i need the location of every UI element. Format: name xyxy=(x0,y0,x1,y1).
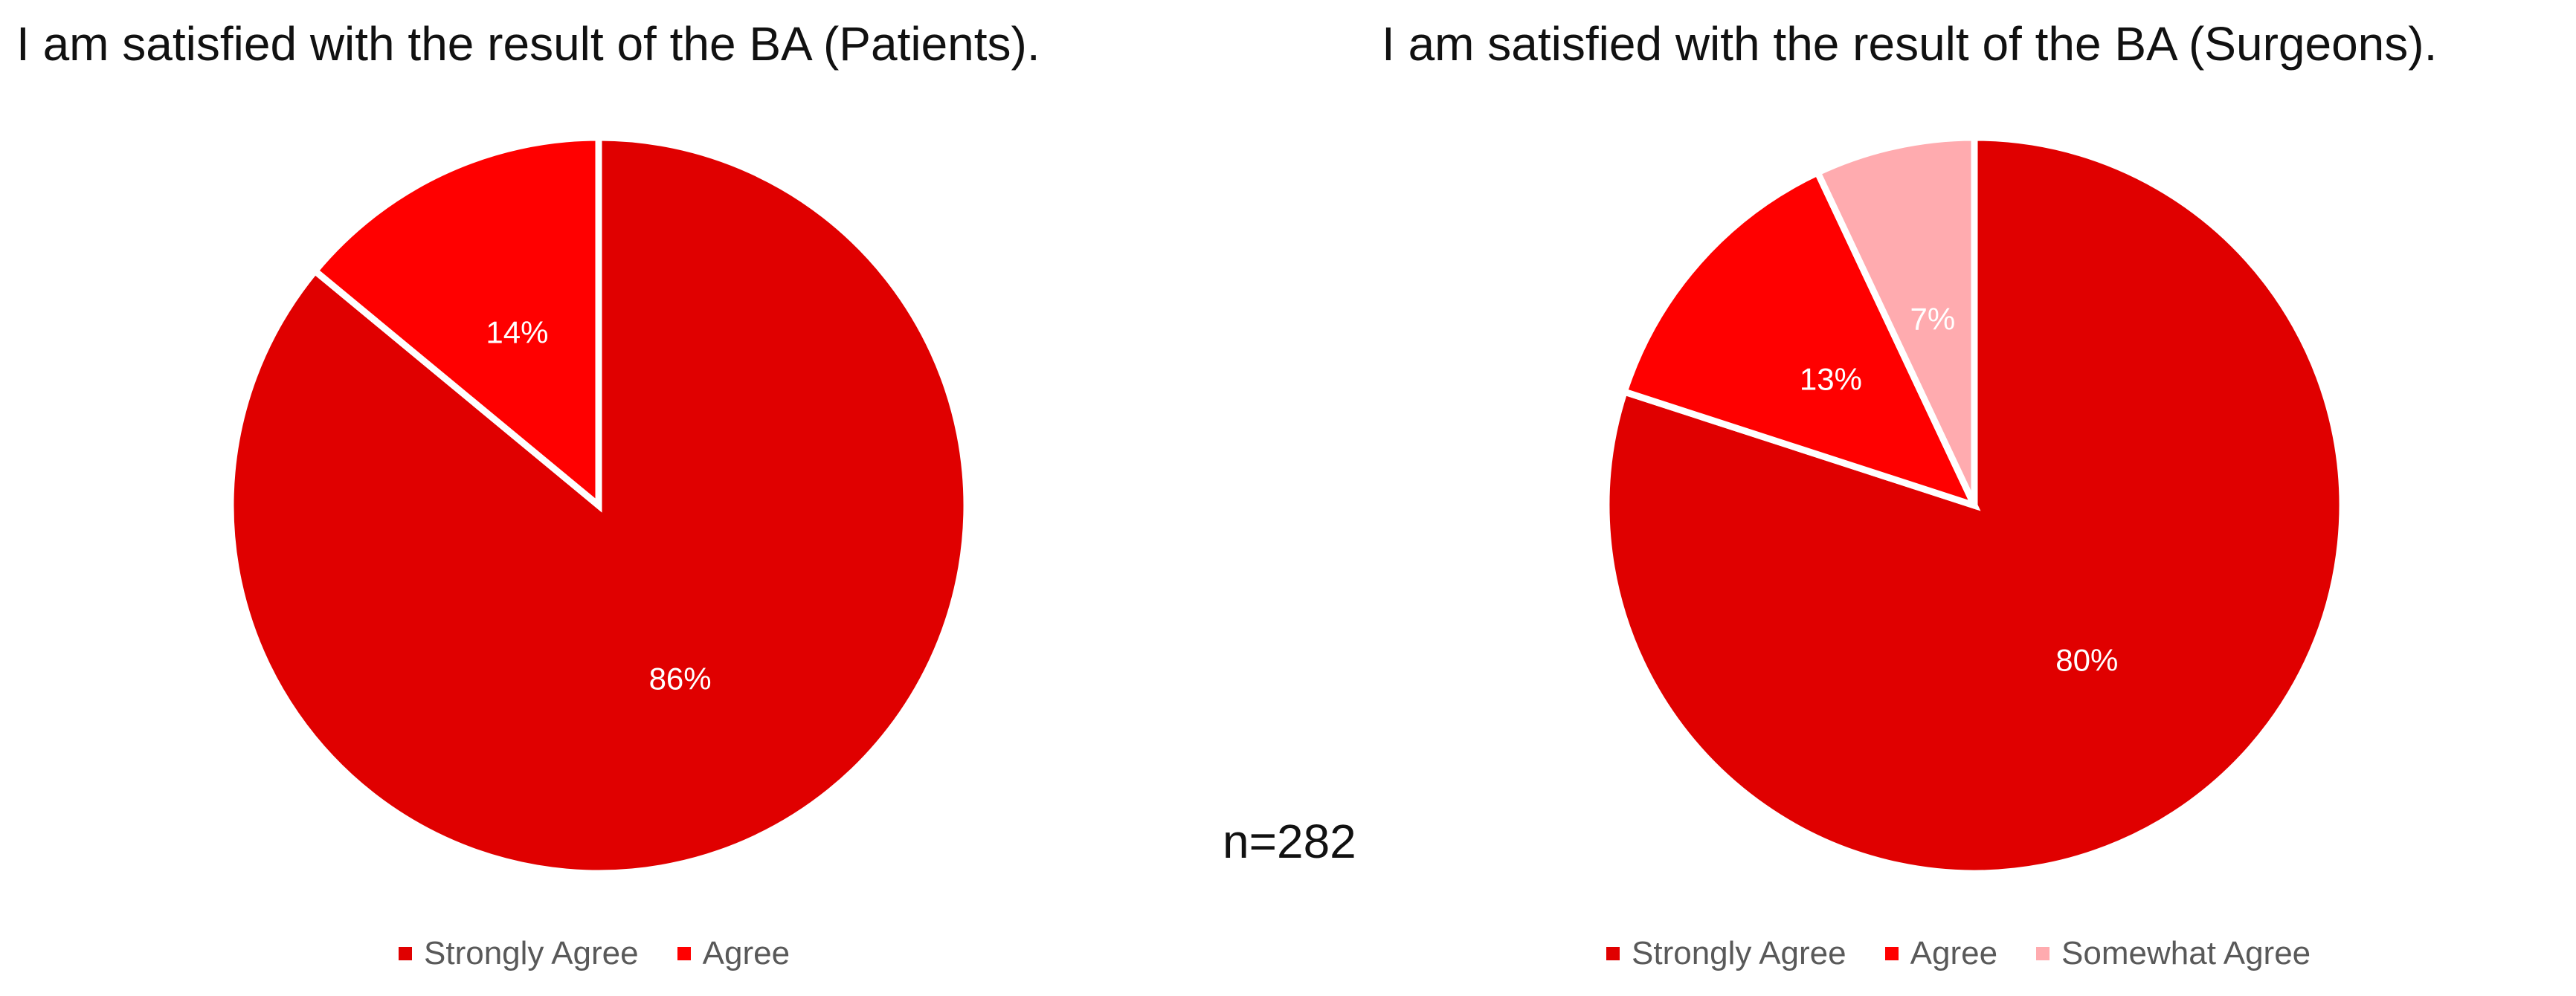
pie-chart-patients: 86% 14% xyxy=(227,134,970,877)
pie-chart-surgeons: 80% 13% 7% xyxy=(1603,134,2346,877)
legend-label: Agree xyxy=(1910,935,1998,971)
legend-label: Somewhat Agree xyxy=(2061,935,2311,971)
legend-label: Agree xyxy=(702,935,790,971)
legend-swatch xyxy=(1884,947,1899,960)
legend-label: Strongly Agree xyxy=(424,935,639,971)
legend-swatch xyxy=(2036,947,2050,960)
legend-label: Strongly Agree xyxy=(1632,935,1846,971)
legend-swatch xyxy=(1606,947,1620,960)
legend-item-strongly-agree: Strongly Agree xyxy=(399,935,639,972)
legend-swatch xyxy=(677,947,691,960)
legend-patients: Strongly Agree Agree xyxy=(399,935,790,972)
pie-slice-agree xyxy=(310,134,602,513)
sample-size-label: n=282 xyxy=(1223,815,1356,868)
data-label-strongly-agree: 86% xyxy=(649,661,712,696)
chart-title-surgeons: I am satisfied with the result of the BA… xyxy=(1382,17,2438,71)
legend-item-somewhat-agree: Somewhat Agree xyxy=(2036,935,2311,972)
legend-item-strongly-agree: Strongly Agree xyxy=(1606,935,1846,972)
pie-slice-somewhat-agree xyxy=(1813,134,1978,507)
chart-title-patients: I am satisfied with the result of the BA… xyxy=(16,17,1040,71)
legend-item-agree: Agree xyxy=(1884,935,1998,972)
legend-item-agree: Agree xyxy=(677,935,790,972)
legend-surgeons: Strongly Agree Agree Somewhat Agree xyxy=(1606,935,2311,972)
data-label-agree: 13% xyxy=(1800,361,1862,396)
data-label-agree: 14% xyxy=(486,315,548,350)
data-label-somewhat-agree: 7% xyxy=(1910,301,1955,336)
data-label-strongly-agree: 80% xyxy=(2055,643,2118,678)
legend-swatch xyxy=(399,947,412,960)
pie-slice-agree xyxy=(1620,168,1981,511)
